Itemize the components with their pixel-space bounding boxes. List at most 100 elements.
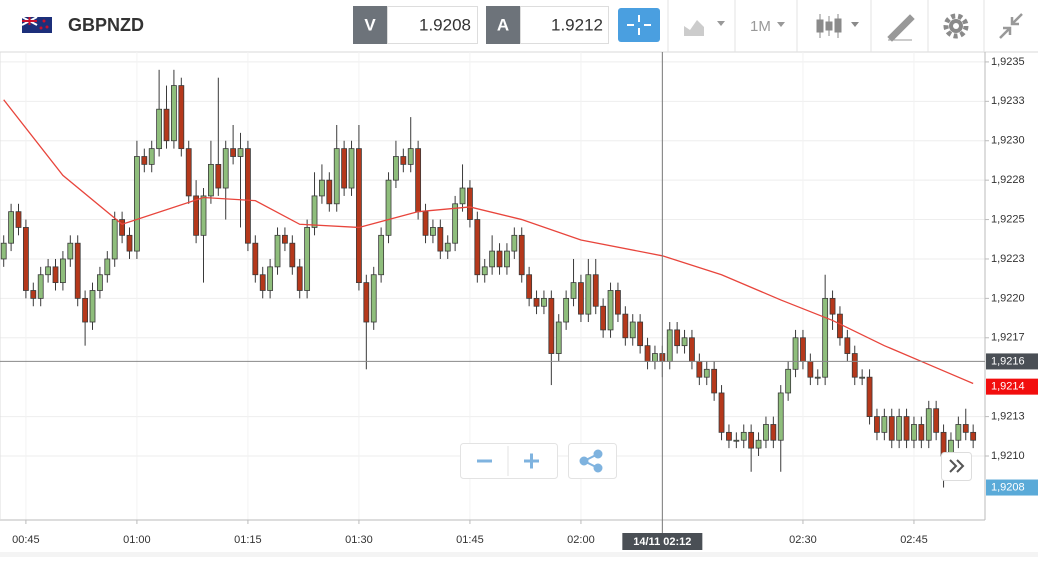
- moving-average: [3, 99, 974, 385]
- candle-body: [171, 85, 177, 142]
- zoom-in[interactable]: [524, 453, 539, 469]
- last-price-tag: [986, 378, 1038, 395]
- candle-body: [415, 148, 422, 213]
- candle-body: [126, 234, 133, 252]
- y-tick-label: 1,9230: [991, 135, 1025, 147]
- crosshair-icon: [627, 15, 651, 35]
- candle-body: [970, 431, 977, 441]
- candle-body: [52, 266, 59, 284]
- candle-body: [518, 234, 525, 276]
- candle-body: [851, 353, 858, 378]
- bid-price-label: 1,9208: [991, 481, 1025, 493]
- candle-body: [703, 368, 710, 378]
- candle-body: [148, 148, 155, 165]
- ask-button[interactable]: [486, 6, 520, 44]
- candle-body: [726, 431, 732, 441]
- y-tick-label: 1,9228: [991, 174, 1025, 186]
- candle-body: [541, 297, 547, 307]
- candle-body: [23, 227, 29, 291]
- y-tick-label: 1,9217: [991, 332, 1025, 344]
- settings-button[interactable]: [943, 13, 969, 39]
- candle-body: [134, 156, 140, 252]
- y-tick-label: 1,9213: [991, 411, 1025, 423]
- x-tick-label: 01:15: [234, 534, 262, 546]
- draw-button[interactable]: [887, 14, 915, 42]
- candle-body: [156, 108, 163, 150]
- candle-body: [600, 305, 607, 331]
- candle-body: [637, 321, 644, 347]
- crosshair-y-tag: [986, 353, 1038, 370]
- last-price-label: 1,9214: [991, 381, 1025, 393]
- candle-body: [237, 148, 244, 157]
- x-tick-label: 01:00: [123, 534, 151, 546]
- candle-body: [874, 416, 880, 433]
- candle-body: [89, 290, 96, 323]
- candle-body: [296, 266, 303, 291]
- candle-body: [407, 148, 414, 165]
- footer-strip: [0, 552, 1038, 557]
- share-box: [568, 443, 617, 479]
- candle-body: [163, 108, 170, 142]
- candle-body: [859, 376, 866, 379]
- collapse-button[interactable]: [999, 13, 1023, 39]
- candle-body: [15, 211, 22, 228]
- candle-body: [770, 424, 777, 441]
- candle-body: [615, 290, 621, 315]
- candle-body: [504, 250, 510, 268]
- candle-body: [141, 156, 148, 165]
- candle-body: [393, 156, 399, 181]
- candle-body: [30, 290, 37, 299]
- candle-body: [785, 368, 792, 394]
- candle-body: [748, 431, 755, 449]
- y-tick-label: 1,9223: [991, 253, 1025, 265]
- candle-body: [763, 424, 769, 441]
- candle-body: [437, 227, 444, 252]
- candles-button[interactable]: [816, 14, 859, 38]
- candle-body: [592, 274, 599, 307]
- candle-body: [333, 148, 340, 205]
- chart-type-button[interactable]: [684, 20, 725, 36]
- scroll-right[interactable]: [949, 459, 965, 473]
- ask-price: 1.9212: [551, 15, 603, 34]
- candle-body: [385, 179, 392, 236]
- candle-body: [792, 337, 799, 370]
- candle-body: [82, 297, 89, 323]
- zoom-controls: [460, 443, 972, 481]
- candle-body: [459, 187, 466, 205]
- bid-box: [387, 6, 478, 44]
- candle-body: [60, 258, 66, 284]
- candle-body: [8, 211, 15, 244]
- candle-body: [444, 242, 451, 252]
- candle-body: [933, 408, 940, 433]
- candle-body: [259, 274, 266, 291]
- candle-body: [348, 148, 355, 189]
- candle-body: [378, 234, 385, 276]
- candle-body: [807, 361, 814, 378]
- x-tick-label: 01:30: [345, 534, 373, 546]
- candle-body: [97, 274, 103, 291]
- candle-body: [681, 337, 688, 347]
- timeframe[interactable]: 1M: [750, 18, 771, 35]
- crosshair-button[interactable]: [618, 8, 660, 42]
- candle-body: [496, 250, 503, 268]
- bid-price-tag: [986, 479, 1038, 496]
- candle-body: [837, 313, 843, 339]
- candle-body: [740, 431, 747, 441]
- candle-body: [548, 297, 555, 354]
- candle-body: [311, 195, 318, 228]
- candle-body: [829, 297, 836, 315]
- y-tick-label: 1,9220: [991, 292, 1025, 304]
- candle-body: [607, 290, 614, 331]
- y-tick-label: 1,9235: [991, 56, 1025, 68]
- candle-body: [903, 416, 910, 441]
- candle-body: [755, 439, 762, 449]
- candle-body: [222, 148, 229, 189]
- x-tick-label: 00:45: [12, 534, 40, 546]
- candle-body: [319, 179, 325, 197]
- candle-body: [629, 321, 636, 339]
- bid-button[interactable]: [353, 6, 387, 44]
- ask-box: [520, 6, 609, 44]
- candle-body: [193, 195, 200, 236]
- share-button[interactable]: [579, 449, 603, 473]
